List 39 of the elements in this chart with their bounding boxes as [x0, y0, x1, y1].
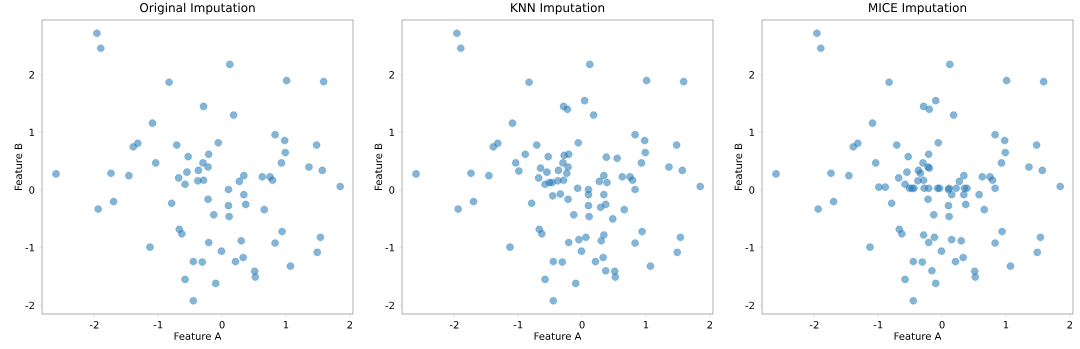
x-tick-label: -2: [449, 321, 459, 329]
y-tick-label: 1: [749, 128, 755, 137]
y-tick-label: 1: [29, 128, 35, 137]
y-tick-label: 2: [749, 71, 754, 79]
x-tick-label: 1: [643, 321, 649, 329]
y-tick-label: -1: [745, 244, 755, 252]
y-tick-label: 2: [29, 71, 34, 79]
y-tick-label: -2: [745, 301, 754, 310]
chart-title: KNN Imputation: [511, 2, 605, 15]
x-tick-label: -2: [809, 321, 819, 329]
x-tick-label: -1: [873, 321, 883, 329]
x-tick-label: 2: [347, 321, 352, 329]
x-tick-label: 2: [1067, 321, 1072, 329]
x-axis-title: Feature A: [534, 332, 582, 340]
y-tick-label: -2: [385, 301, 394, 310]
y-tick-label: -2: [25, 301, 34, 310]
y-tick-label: 0: [389, 186, 395, 194]
x-tick-label: 0: [219, 321, 225, 329]
x-axis-title: Feature A: [174, 332, 222, 340]
y-tick-label: -1: [25, 244, 35, 252]
y-tick-label: -1: [385, 244, 395, 252]
x-tick-label: -1: [153, 321, 163, 329]
x-tick-label: 1: [1003, 321, 1009, 329]
y-axis-title: Feature B: [14, 143, 23, 190]
chart-title: MICE Imputation: [869, 2, 967, 15]
x-axis-title: Feature A: [894, 332, 942, 340]
y-tick-label: 0: [749, 186, 755, 194]
x-tick-label: -2: [89, 321, 99, 329]
x-tick-label: 1: [283, 321, 289, 329]
y-tick-label: 0: [29, 186, 35, 194]
y-axis-title: Feature B: [734, 143, 743, 190]
x-tick-label: 2: [707, 321, 712, 329]
y-tick-label: 1: [389, 128, 395, 137]
x-tick-label: 0: [939, 321, 945, 329]
y-tick-label: 2: [389, 71, 394, 79]
x-tick-label: 0: [579, 321, 585, 329]
x-tick-label: -1: [513, 321, 523, 329]
y-axis-title: Feature B: [374, 143, 383, 190]
chart-title: Original Imputation: [140, 2, 255, 15]
